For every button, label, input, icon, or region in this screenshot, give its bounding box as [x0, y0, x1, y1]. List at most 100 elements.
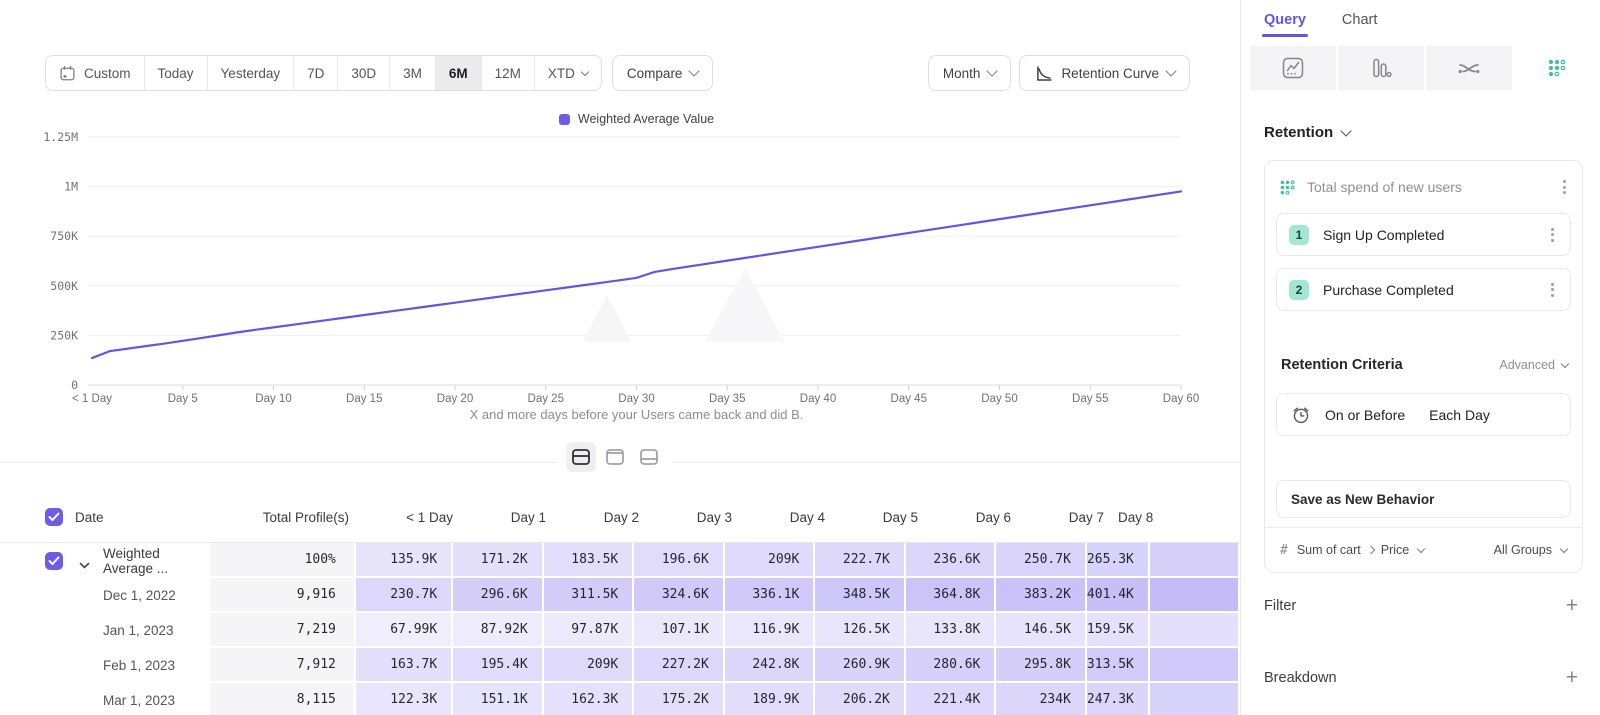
step-purchase-completed[interactable]: 2 Purchase Completed [1276, 268, 1571, 311]
value-cell: 230.7K [355, 578, 452, 611]
report-tab-retention[interactable] [1514, 46, 1600, 90]
retention-criteria-row: Retention Criteria Advanced [1281, 357, 1570, 373]
table-row-dec-1-2022: Dec 1, 2022 9,916 230.7K 296.6K 311.5K 324.6K… [0, 578, 1240, 613]
expand-row-chevron-icon[interactable] [79, 557, 90, 572]
date-range-6m[interactable]: 6M [434, 56, 481, 90]
view-toggle-chart-only[interactable] [600, 442, 630, 472]
value-cell: 311.5K [543, 578, 633, 611]
measure-event-dropdown[interactable]: Sum of cart [1296, 543, 1361, 557]
date-range-yesterday[interactable]: Yesterday [206, 56, 294, 90]
svg-text:Day 25: Day 25 [528, 393, 564, 405]
granularity-button[interactable]: Month [927, 55, 1012, 91]
step-menu-button[interactable] [1545, 279, 1560, 301]
step-label: Purchase Completed [1323, 281, 1454, 298]
number-property-icon: # [1280, 542, 1288, 558]
view-toggle-table-only[interactable] [634, 442, 664, 472]
svg-text:1M: 1M [64, 180, 78, 194]
column-header-day-8: Day 8 [1118, 509, 1154, 525]
step-menu-button[interactable] [1545, 224, 1560, 246]
toolbar: Custom Today Yesterday 7D 30D 3M 6M 12M XTD Comp… [45, 55, 1190, 91]
date-range-7d[interactable]: 7D [293, 56, 337, 90]
value-cell: 151.1K [453, 683, 542, 715]
report-tab-insights[interactable] [1250, 46, 1336, 90]
chart-only-icon [606, 449, 624, 465]
table-row-jan-1-2023: Jan 1, 2023 7,219 67.99K 87.92K 97.87K 107.1K… [0, 613, 1240, 648]
svg-text:500K: 500K [50, 279, 78, 293]
step-sign-up-completed[interactable]: 1 Sign Up Completed [1276, 213, 1571, 256]
criteria-condition-dropdown[interactable]: On or Before [1325, 406, 1406, 423]
value-cell: 336.1K [724, 578, 814, 611]
view-toggle-split-view[interactable] [566, 442, 596, 472]
row-label-cell: Jan 1, 2023 [0, 613, 210, 648]
value-cell: 175.2K [634, 683, 723, 715]
tab-chart[interactable]: Chart [1341, 12, 1378, 28]
value-cell: 189.9K [724, 683, 814, 715]
value-cell: 364.8K [905, 578, 995, 611]
row-label-cell: Mar 1, 2023 [0, 683, 210, 715]
save-as-new-behavior-button[interactable]: Save as New Behavior [1276, 480, 1571, 518]
date-range-custom[interactable]: Custom [46, 56, 144, 90]
svg-text:Day 50: Day 50 [981, 393, 1017, 405]
report-tab-funnels[interactable] [1338, 46, 1424, 90]
behavior-menu-button[interactable] [1557, 176, 1572, 198]
chart-type-button[interactable]: Retention Curve [1019, 55, 1190, 91]
behavior-header: Total spend of new users [1279, 169, 1572, 205]
value-cell: 348.5K [815, 578, 904, 611]
table-row-feb-1-2023: Feb 1, 2023 7,912 163.7K 195.4K 209K 227.2K 24… [0, 648, 1240, 683]
svg-text:Day 15: Day 15 [346, 393, 382, 405]
column-header-day-4: Day 4 [789, 509, 825, 525]
behavior-card: Total spend of new users 1 Sign Up Compl… [1264, 160, 1583, 573]
split-view-icon [572, 449, 590, 465]
filter-row: Filter + [1264, 594, 1578, 617]
value-cell: 227.2K [634, 648, 723, 681]
retention-criteria-label: Retention Criteria [1281, 357, 1403, 373]
add-filter-button[interactable]: + [1565, 594, 1578, 617]
step-label: Sign Up Completed [1323, 226, 1445, 243]
table-header: Date Total Profile(s) < 1 Day Day 1 Day 2 Day… [0, 480, 1240, 543]
tab-query[interactable]: Query [1262, 12, 1308, 37]
groups-dropdown[interactable]: All Groups [1493, 543, 1552, 557]
calendar-icon [60, 65, 75, 80]
date-range-30d[interactable]: 30D [337, 56, 389, 90]
filter-label: Filter [1264, 598, 1297, 614]
row-checkbox[interactable] [45, 551, 63, 570]
value-cell: 122.3K [355, 683, 452, 715]
svg-text:Day 20: Day 20 [437, 393, 473, 405]
column-header-day-3: Day 3 [696, 509, 732, 525]
date-range-3m[interactable]: 3M [389, 56, 435, 90]
add-breakdown-button[interactable]: + [1565, 666, 1578, 689]
report-tab-flows[interactable] [1426, 46, 1512, 90]
advanced-dropdown[interactable]: Advanced [1499, 358, 1570, 372]
select-all-checkbox[interactable] [45, 508, 63, 526]
value-cell: 313.5K [1086, 648, 1148, 681]
svg-text:Day 55: Day 55 [1072, 393, 1108, 405]
svg-text:Day 30: Day 30 [618, 393, 654, 405]
svg-text:Day 35: Day 35 [709, 393, 745, 405]
value-cell: 221.4K [905, 683, 995, 715]
date-range-xtd[interactable]: XTD [533, 56, 601, 90]
value-cell: 196.6K [634, 543, 723, 576]
svg-text:Day 45: Day 45 [891, 393, 927, 405]
chevron-down-icon [1560, 359, 1570, 369]
legend-swatch [558, 113, 570, 125]
date-range-today[interactable]: Today [143, 56, 207, 90]
total-profiles-cell: 100% [210, 543, 354, 576]
date-range-12m[interactable]: 12M [480, 56, 534, 90]
chevron-down-icon [986, 65, 999, 77]
value-cell: 260.9K [815, 648, 904, 681]
value-cell: 236.6K [905, 543, 995, 576]
sidebar-tabs: Query Chart [1262, 12, 1378, 37]
svg-text:Day 5: Day 5 [168, 393, 198, 405]
measure-property-dropdown[interactable]: Price [1380, 543, 1410, 557]
criteria-window-dropdown[interactable]: Each Day [1429, 406, 1490, 423]
breakdown-label: Breakdown [1264, 670, 1337, 686]
retention-section-toggle[interactable]: Retention [1264, 124, 1352, 141]
svg-text:Day 60: Day 60 [1163, 393, 1199, 405]
column-header-day-1: Day 1 [510, 509, 546, 525]
view-toggle [558, 437, 672, 477]
row-label-cell: Feb 1, 2023 [0, 648, 210, 683]
row-label-cell: Weighted Average ... [0, 543, 210, 578]
retention-curve-icon [1037, 65, 1053, 81]
chevron-right-icon [1366, 545, 1375, 555]
compare-button[interactable]: Compare [611, 55, 714, 91]
